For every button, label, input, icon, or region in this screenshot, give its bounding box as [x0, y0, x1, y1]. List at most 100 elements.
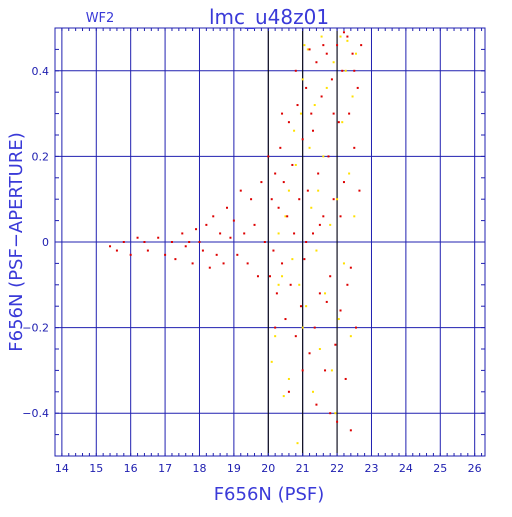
- tick-labels: 14 15 16 17 18 19 20 21 22 23 24 25 26 0.4 0.2 0 −0.2 −0.…: [22, 27, 485, 475]
- data-point: [332, 112, 335, 115]
- data-point: [284, 318, 287, 321]
- data-point: [301, 369, 304, 372]
- data-point: [208, 266, 211, 269]
- data-point: [274, 335, 277, 338]
- data-point: [318, 223, 321, 226]
- data-point: [351, 52, 354, 55]
- data-point: [315, 61, 318, 64]
- data-point: [136, 236, 139, 239]
- grid-lines: [55, 28, 485, 456]
- data-point: [346, 39, 349, 42]
- data-point: [349, 335, 352, 338]
- data-point: [313, 326, 316, 329]
- y-axis-label: F656N (PSF−APERTURE): [6, 132, 27, 351]
- data-point: [324, 292, 327, 295]
- data-point: [325, 52, 328, 55]
- data-point: [317, 172, 320, 175]
- data-point: [346, 35, 349, 38]
- data-point: [336, 44, 339, 47]
- data-point: [303, 258, 306, 261]
- data-point: [287, 390, 290, 393]
- data-point: [329, 223, 332, 226]
- data-point: [329, 275, 332, 278]
- x-tick-label: 19: [227, 462, 241, 475]
- data-point: [315, 249, 318, 252]
- data-point: [250, 198, 253, 201]
- data-point: [219, 232, 222, 235]
- data-point: [351, 95, 354, 98]
- data-point: [281, 112, 284, 115]
- data-point: [263, 241, 266, 243]
- data-point: [337, 121, 340, 124]
- data-point: [236, 253, 239, 256]
- data-point: [294, 163, 297, 166]
- y-tick-label: 0.2: [32, 150, 50, 163]
- data-point: [222, 262, 225, 265]
- data-point: [286, 215, 289, 218]
- data-point: [284, 215, 287, 218]
- data-point: [303, 44, 306, 47]
- data-point: [294, 335, 297, 338]
- data-point: [272, 249, 275, 252]
- chart-title: lmc_u48z01: [209, 5, 329, 29]
- data-point: [318, 348, 321, 350]
- data-point: [201, 249, 204, 252]
- data-point: [330, 78, 333, 81]
- y-tick-label: −0.2: [22, 322, 49, 335]
- data-point: [317, 189, 320, 192]
- data-point: [312, 232, 314, 235]
- data-point: [358, 189, 361, 192]
- data-point: [334, 343, 337, 346]
- data-point: [281, 262, 284, 265]
- data-point: [320, 35, 323, 38]
- data-point: [277, 232, 280, 235]
- x-tick-label: 25: [433, 462, 447, 475]
- data-point: [337, 318, 340, 321]
- data-point: [269, 275, 271, 278]
- x-tick-label: 26: [468, 462, 482, 475]
- x-tick-label: 20: [261, 462, 275, 475]
- data-point: [310, 206, 313, 209]
- data-point: [322, 155, 325, 158]
- y-tick-label: 0.4: [32, 65, 50, 78]
- data-point: [325, 300, 328, 303]
- data-point: [325, 86, 328, 89]
- data-point: [246, 262, 249, 265]
- data-point: [287, 121, 290, 124]
- data-point: [188, 241, 191, 243]
- data-point: [294, 69, 297, 72]
- data-point: [332, 198, 335, 201]
- data-point: [157, 236, 160, 239]
- data-point: [115, 249, 118, 252]
- data-point: [339, 215, 342, 218]
- data-point: [296, 442, 299, 445]
- data-point: [277, 206, 280, 209]
- data-point: [355, 52, 357, 55]
- data-point: [143, 241, 146, 243]
- data-point: [324, 369, 327, 372]
- data-point: [191, 262, 194, 265]
- data-point: [270, 198, 273, 201]
- data-point: [330, 369, 333, 372]
- data-point: [315, 403, 318, 406]
- data-point: [122, 241, 125, 243]
- data-point: [212, 215, 215, 218]
- data-point: [299, 305, 302, 308]
- data-point: [305, 241, 308, 243]
- data-point: [320, 95, 323, 98]
- x-tick-label: 18: [192, 462, 206, 475]
- data-point: [253, 223, 256, 226]
- x-tick-label: 17: [158, 462, 172, 475]
- data-point: [301, 138, 304, 141]
- data-point: [293, 232, 296, 235]
- data-point: [334, 412, 337, 415]
- data-point: [353, 69, 356, 72]
- data-point: [332, 61, 335, 64]
- data-point: [282, 181, 285, 184]
- data-point: [322, 44, 325, 47]
- data-point: [287, 377, 290, 380]
- data-point: [336, 198, 339, 201]
- data-point: [353, 146, 356, 149]
- data-point: [344, 377, 347, 380]
